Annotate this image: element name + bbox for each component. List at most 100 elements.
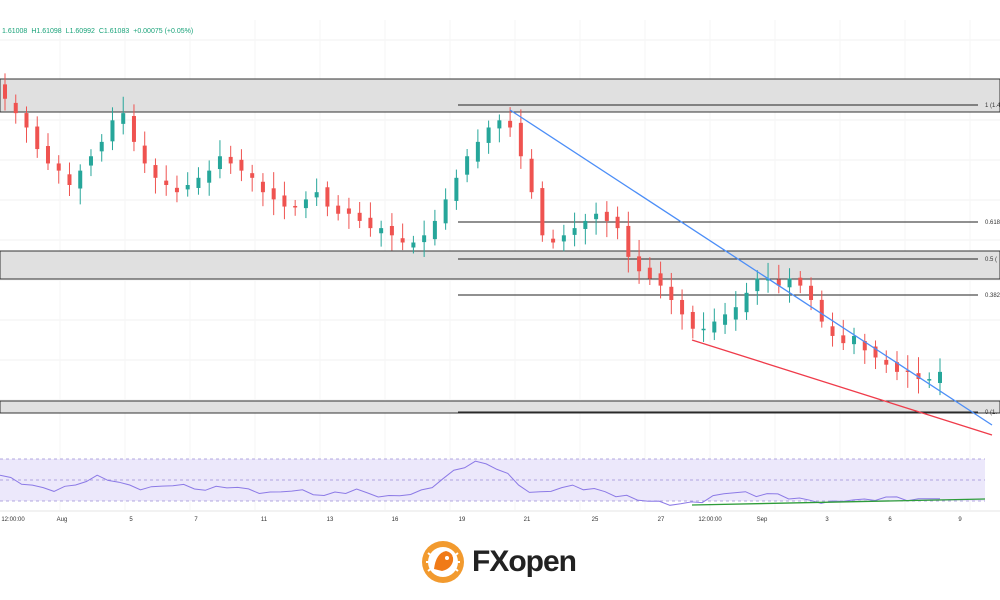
candle-body xyxy=(776,279,781,286)
trendline-support xyxy=(691,339,993,436)
candle-body xyxy=(766,278,771,281)
candle-body xyxy=(572,228,577,235)
candle-body xyxy=(518,122,523,157)
fib-level-label: 0 (1. xyxy=(985,410,997,416)
candle-body xyxy=(680,299,685,315)
x-axis-tick-label: Aug xyxy=(57,517,68,523)
candle-body xyxy=(131,116,136,142)
candle-body xyxy=(561,235,566,242)
candle-body xyxy=(336,205,341,214)
x-axis-tick-label: 16 xyxy=(392,517,399,523)
candle-body xyxy=(78,170,83,189)
fib-level-label: 0.382 xyxy=(985,293,1000,299)
candle-body xyxy=(938,371,942,384)
x-axis-tick-label: 25 xyxy=(592,517,599,523)
x-axis-tick-label: 13 xyxy=(327,517,334,523)
candle-body xyxy=(217,156,222,170)
candle-body xyxy=(314,192,319,198)
x-axis-tick-label: 9 xyxy=(958,517,962,523)
candle-body xyxy=(647,267,652,279)
candle-body xyxy=(13,102,18,114)
candle-body xyxy=(529,158,534,193)
candle-body xyxy=(701,328,706,331)
candle-body xyxy=(873,346,878,358)
x-axis-tick-label: 7 xyxy=(194,517,198,523)
price-zone xyxy=(0,78,1000,113)
ohlc-open: 1.61008 xyxy=(2,28,28,35)
candle-body xyxy=(196,177,201,188)
candle-body xyxy=(443,199,448,224)
candle-body xyxy=(400,238,405,243)
logo-open-text: open xyxy=(508,545,577,578)
candle-body xyxy=(497,120,502,129)
x-axis-tick-label: 11 xyxy=(261,517,268,523)
candle-body xyxy=(250,173,255,178)
candle-body xyxy=(465,156,470,175)
candle-body xyxy=(615,216,620,229)
candle-body xyxy=(35,126,40,150)
candle-body xyxy=(540,188,545,236)
candle-body xyxy=(3,84,7,99)
ohlc-change: +0.00075 (+0.05%) xyxy=(133,28,194,35)
candle-body xyxy=(551,238,556,243)
ohlc-low: L1.60992 xyxy=(65,28,95,35)
candle-body xyxy=(819,299,824,322)
candle-body xyxy=(637,256,642,272)
trendline-resistance xyxy=(509,109,993,426)
fib-level-label: 0.5 ( xyxy=(985,257,997,263)
candle-body xyxy=(895,362,900,372)
candle-body xyxy=(422,235,427,243)
x-axis-tick-label: 6 xyxy=(888,517,892,523)
candle-body xyxy=(24,113,29,128)
candle-body xyxy=(99,141,104,152)
candle-body xyxy=(755,278,760,292)
candle-body xyxy=(916,373,921,380)
candle-body xyxy=(508,120,513,128)
candle-body xyxy=(841,335,846,344)
candle-body xyxy=(862,340,867,351)
candle-body xyxy=(594,213,599,220)
ohlc-high: H1.61098 xyxy=(31,28,62,35)
candle-body xyxy=(271,188,276,200)
price-zone xyxy=(0,250,1000,280)
candle-body xyxy=(153,165,158,178)
candle-body xyxy=(142,145,147,164)
candle-body xyxy=(389,225,394,236)
x-axis-tick-label: 12:00:00 xyxy=(698,517,722,523)
candle-body xyxy=(303,199,308,209)
candle-body xyxy=(379,228,384,234)
candle-body xyxy=(110,120,115,142)
candle-body xyxy=(626,225,631,257)
candle-body xyxy=(669,286,674,300)
candle-body xyxy=(282,195,287,207)
candle-body xyxy=(368,217,373,229)
candle-body xyxy=(357,212,362,221)
candle-body xyxy=(432,220,437,240)
candle-body xyxy=(798,277,803,286)
candle-body xyxy=(733,307,738,320)
x-axis-tick-label: 21 xyxy=(524,517,531,523)
candle-body xyxy=(830,326,835,336)
candle-body xyxy=(905,370,910,372)
candle-body xyxy=(852,335,857,345)
candle-body xyxy=(67,174,72,185)
fxopen-logo: FXopen xyxy=(420,537,577,587)
candle-body xyxy=(787,278,792,288)
x-axis-tick-label: 19 xyxy=(459,517,466,523)
candle-body xyxy=(56,163,61,171)
candle-body xyxy=(604,211,609,221)
candle-body xyxy=(260,181,265,193)
x-axis-tick-label: 12:00:00 xyxy=(1,517,25,523)
candle-body xyxy=(723,314,728,325)
ohlc-readout: 1.61008 H1.61098 L1.60992 C1.61083 +0.00075 … xyxy=(2,28,197,35)
candle-body xyxy=(45,146,50,164)
rsi-line xyxy=(0,460,941,506)
x-axis-tick-label: 27 xyxy=(658,517,665,523)
candle-body xyxy=(809,285,814,300)
fib-level-label: 0.618 xyxy=(985,220,1000,226)
candle-body xyxy=(658,273,663,286)
candle-body xyxy=(185,185,190,190)
candle-body xyxy=(411,242,416,248)
x-axis-tick-label: 3 xyxy=(825,517,829,523)
